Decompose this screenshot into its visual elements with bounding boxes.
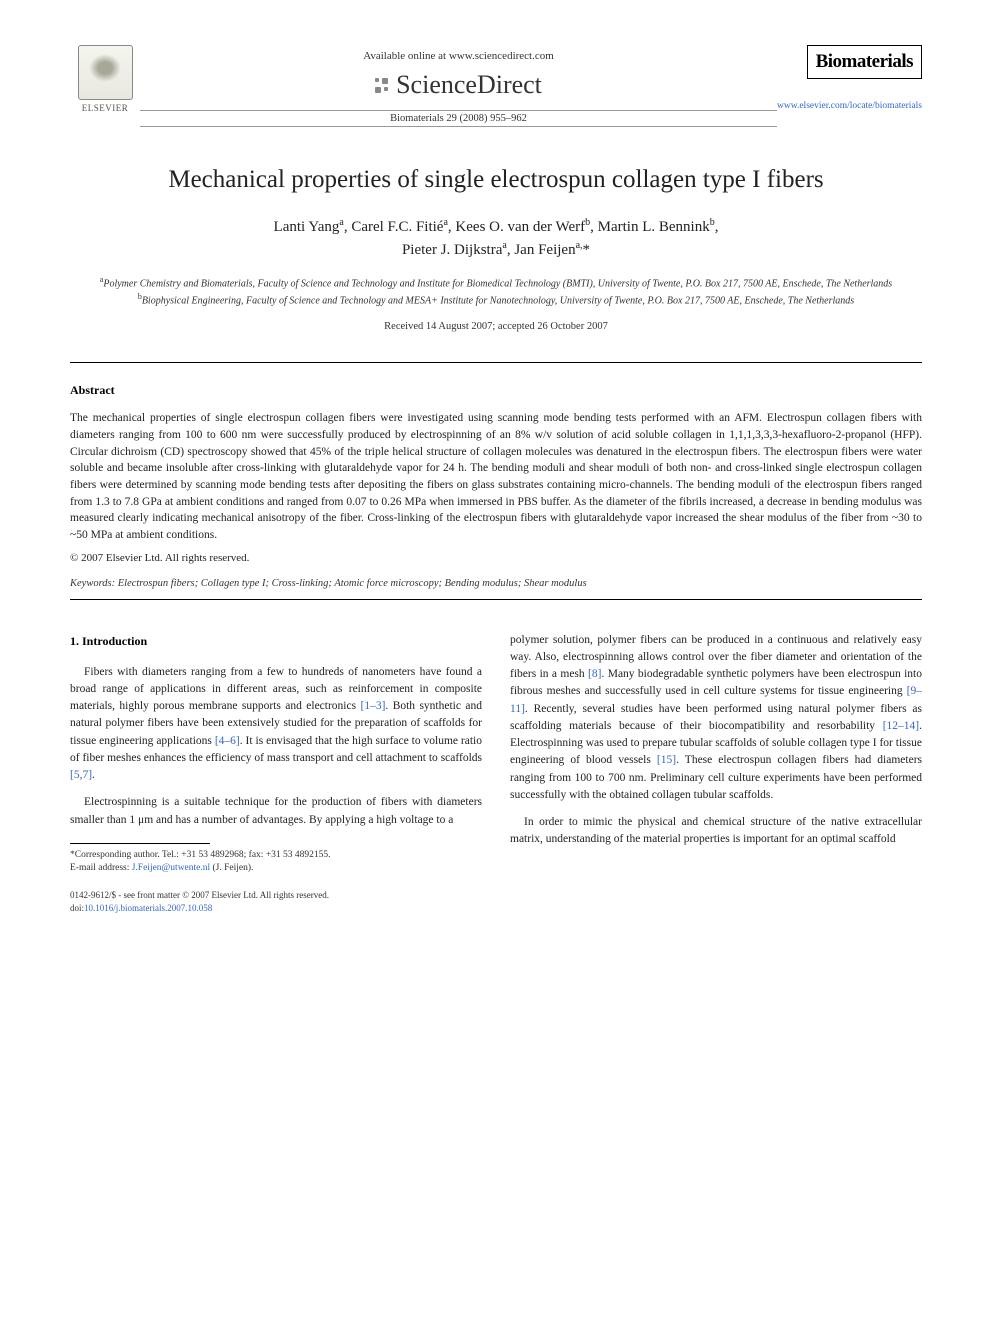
ref-15[interactable]: [15] [657,754,676,766]
journal-url-link[interactable]: www.elsevier.com/locate/biomaterials [777,101,922,111]
ref-1-3[interactable]: [1–3] [360,700,385,712]
ref-8[interactable]: [8] [588,668,601,680]
col1-para1: Fibers with diameters ranging from a few… [70,664,482,785]
abstract-divider-bottom [70,599,922,600]
abstract-heading: Abstract [70,383,922,398]
col2-para1: polymer solution, polymer fibers can be … [510,632,922,805]
author-5: Pieter J. Dijkstraa [402,242,507,258]
keywords-text: Electrospun fibers; Collagen type I; Cro… [118,578,587,589]
header-divider-bottom [140,126,777,127]
affiliation-a: Polymer Chemistry and Biomaterials, Facu… [103,278,892,289]
footnote-divider [70,843,210,844]
center-header: Available online at www.sciencedirect.co… [140,45,777,129]
journal-logo-block: Biomaterials www.elsevier.com/locate/bio… [777,45,922,111]
affiliation-b: Biophysical Engineering, Faculty of Scie… [142,296,854,307]
affiliations: aPolymer Chemistry and Biomaterials, Fac… [70,274,922,310]
ref-9-11[interactable]: [9–11] [510,685,922,714]
doi-link[interactable]: 10.1016/j.biomaterials.2007.10.058 [84,903,212,913]
ref-12-14[interactable]: [12–14] [883,720,919,732]
doi-label: doi: [70,903,84,913]
footnote-corresponding: *Corresponding author. Tel.: +31 53 4892… [70,849,482,862]
sciencedirect-text: ScienceDirect [396,70,542,100]
authors-list: Lanti Yanga, Carel F.C. Fitiéa, Kees O. … [70,215,922,262]
sciencedirect-icon [375,78,388,93]
elsevier-label: ELSEVIER [82,103,129,113]
header-row: ELSEVIER Available online at www.science… [70,45,922,129]
footnote-email-line: E-mail address: J.Feijen@utwente.nl (J. … [70,862,482,875]
col1-para2: Electrospinning is a suitable technique … [70,794,482,829]
col2-para2: In order to mimic the physical and chemi… [510,814,922,849]
elsevier-tree-icon [78,45,133,100]
footnote-email-name: (J. Feijen). [213,863,254,873]
footer-line1: 0142-9612/$ - see front matter © 2007 El… [70,889,482,901]
sciencedirect-logo: ScienceDirect [140,70,777,100]
ref-5-7[interactable]: [5,7] [70,769,92,781]
elsevier-logo: ELSEVIER [70,45,140,125]
body-columns: 1. Introduction Fibers with diameters ra… [70,632,922,914]
header-divider-top [140,110,777,111]
author-3: Kees O. van der Werfb [455,219,590,235]
abstract-divider-top [70,362,922,363]
abstract-copyright: © 2007 Elsevier Ltd. All rights reserved… [70,552,922,564]
section-1-heading: 1. Introduction [70,632,482,650]
author-2: Carel F.C. Fitiéa [351,219,448,235]
journal-name: Biomaterials [807,45,922,79]
author-1: Lanti Yanga [274,219,344,235]
keywords-label: Keywords: [70,578,115,589]
keywords-line: Keywords: Electrospun fibers; Collagen t… [70,578,922,589]
citation-text: Biomaterials 29 (2008) 955–962 [140,113,777,124]
footnote-email-label: E-mail address: [70,863,129,873]
column-left: 1. Introduction Fibers with diameters ra… [70,632,482,914]
column-right: polymer solution, polymer fibers can be … [510,632,922,914]
ref-4-6[interactable]: [4–6] [215,735,240,747]
footer-doi-line: doi:10.1016/j.biomaterials.2007.10.058 [70,902,482,914]
footer-meta: 0142-9612/$ - see front matter © 2007 El… [70,889,482,913]
article-title: Mechanical properties of single electros… [70,164,922,197]
available-online-text: Available online at www.sciencedirect.co… [140,50,777,62]
footnote-email-link[interactable]: J.Feijen@utwente.nl [132,863,210,873]
author-4: Martin L. Benninkb [598,219,715,235]
article-dates: Received 14 August 2007; accepted 26 Oct… [70,321,922,332]
author-6: Jan Feijena,* [514,242,590,258]
abstract-body: The mechanical properties of single elec… [70,410,922,543]
footnote-block: *Corresponding author. Tel.: +31 53 4892… [70,849,482,876]
